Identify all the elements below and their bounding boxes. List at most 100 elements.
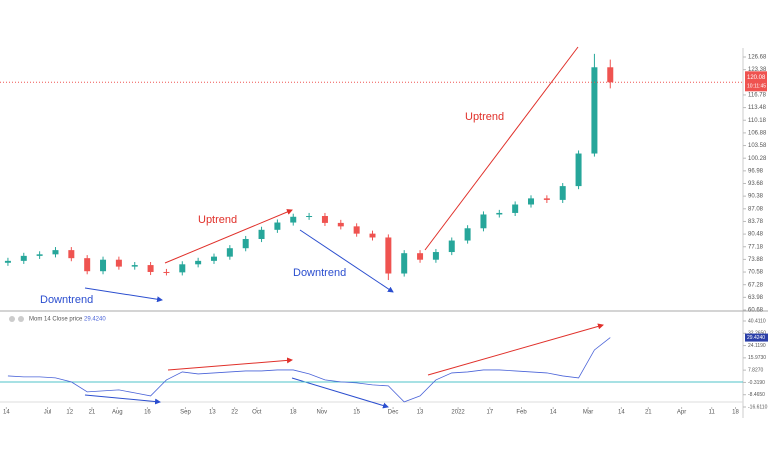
candle-body [20,255,27,261]
x-tick-label: Dec [388,410,399,416]
y-tick-label: 63.98 [748,295,764,301]
x-tick-label: 14 [550,410,557,416]
y-tick-label: 60.68 [748,308,764,314]
candle-body [179,264,186,273]
y-tick-label: 123.38 [748,67,767,73]
y-tick-label: 90.38 [748,194,764,200]
x-tick-label: 17 [486,410,493,416]
x-tick-label: Nov [316,410,327,416]
y-tick-label: 67.28 [748,282,764,288]
x-tick-label: 11 [709,410,716,416]
x-tick-label: 18 [732,410,739,416]
candle-body [147,265,154,272]
indicator-title: Mom [29,317,42,323]
y-tick-label: 126.68 [748,55,767,61]
candle-body [163,271,170,273]
x-tick-label: 15 [353,410,360,416]
x-tick-label: 13 [209,410,216,416]
candle-body [226,248,233,257]
x-tick-label: Oct [252,410,262,416]
annotation: Downtrend [293,267,346,279]
candle-body [290,216,297,223]
candle-body [480,214,487,229]
y-tick-label: 106.88 [748,130,767,136]
candle-body [385,237,392,274]
x-tick-label: 13 [417,410,424,416]
y-tick-label: 87.08 [748,206,764,212]
y-tick-label: -8.4650 [748,392,765,398]
candle-body [528,198,535,205]
candle-body [591,67,598,154]
y-tick-label: 96.98 [748,168,764,174]
pane-icon [9,316,15,322]
candle-body [115,259,122,267]
candle-body [258,229,265,240]
x-tick-label: Aug [112,410,123,416]
x-tick-label: 2022 [451,410,465,416]
y-tick-label: 113.48 [748,105,767,111]
candle-body [496,212,503,215]
x-tick-label: Apr [677,410,686,416]
y-tick-label: 15.9730 [748,355,766,361]
pane-icon [18,316,24,322]
candle-body [417,253,424,260]
candle-body [464,228,471,241]
candle-body [607,67,614,83]
candle-body [575,153,582,187]
x-tick-label: 22 [231,410,238,416]
candle-body [448,240,455,253]
candle-body [68,250,75,259]
last-price-label: 120.08 [747,75,766,81]
x-tick-label: 21 [645,410,652,416]
momentum-line [7,337,611,403]
y-tick-label: 80.48 [748,232,764,238]
candle-body [84,258,91,272]
candle-body [432,252,439,260]
x-tick-label: 14 [618,410,625,416]
annotation: Uptrend [465,111,504,123]
y-tick-label: 7.8270 [748,367,764,373]
candle-body [274,222,281,230]
y-tick-label: 70.58 [748,270,764,276]
y-tick-label: 83.78 [748,219,764,225]
x-tick-label: 16 [144,410,151,416]
x-tick-label: 12 [66,410,73,416]
y-tick-label: -16.6110 [748,404,768,410]
y-tick-label: 73.88 [748,257,764,263]
y-tick-label: 110.18 [748,118,767,124]
candle-body [353,226,360,234]
candle-body [543,198,550,200]
x-tick-label: Jul [44,410,52,416]
y-tick-label: 77.18 [748,244,764,250]
candle-body [131,265,138,267]
last-value-box [745,333,768,342]
y-tick-label: 116.78 [748,93,767,99]
annotation: Uptrend [198,214,237,226]
x-tick-label: 21 [89,410,96,416]
indicator-params: 14 Close price [44,317,83,323]
y-tick-label: -0.3190 [748,380,765,386]
candle-body [337,222,344,227]
candle-body [559,186,566,200]
y-tick-label: 100.28 [748,156,767,162]
candle-body [369,233,376,238]
trend-arrows [84,46,604,409]
x-tick-label: 14 [3,410,10,416]
x-tick-label: Sep [180,410,191,416]
candle-body [36,254,43,256]
candle-body [321,216,328,223]
candle-body [195,260,202,265]
indicator-value: 29.4240 [84,317,106,323]
annotation: Downtrend [40,294,93,306]
x-tick-label: Mar [583,410,593,416]
x-tick-label: Feb [516,410,527,416]
countdown: 10:11:45 [747,84,766,90]
candle-body [401,253,408,274]
candle-body [242,239,249,249]
candle-body [306,216,313,218]
candle-body [512,204,519,213]
y-tick-label: 93.68 [748,181,764,187]
candle-body [210,256,217,261]
last-value-label: 29.4240 [747,335,765,341]
